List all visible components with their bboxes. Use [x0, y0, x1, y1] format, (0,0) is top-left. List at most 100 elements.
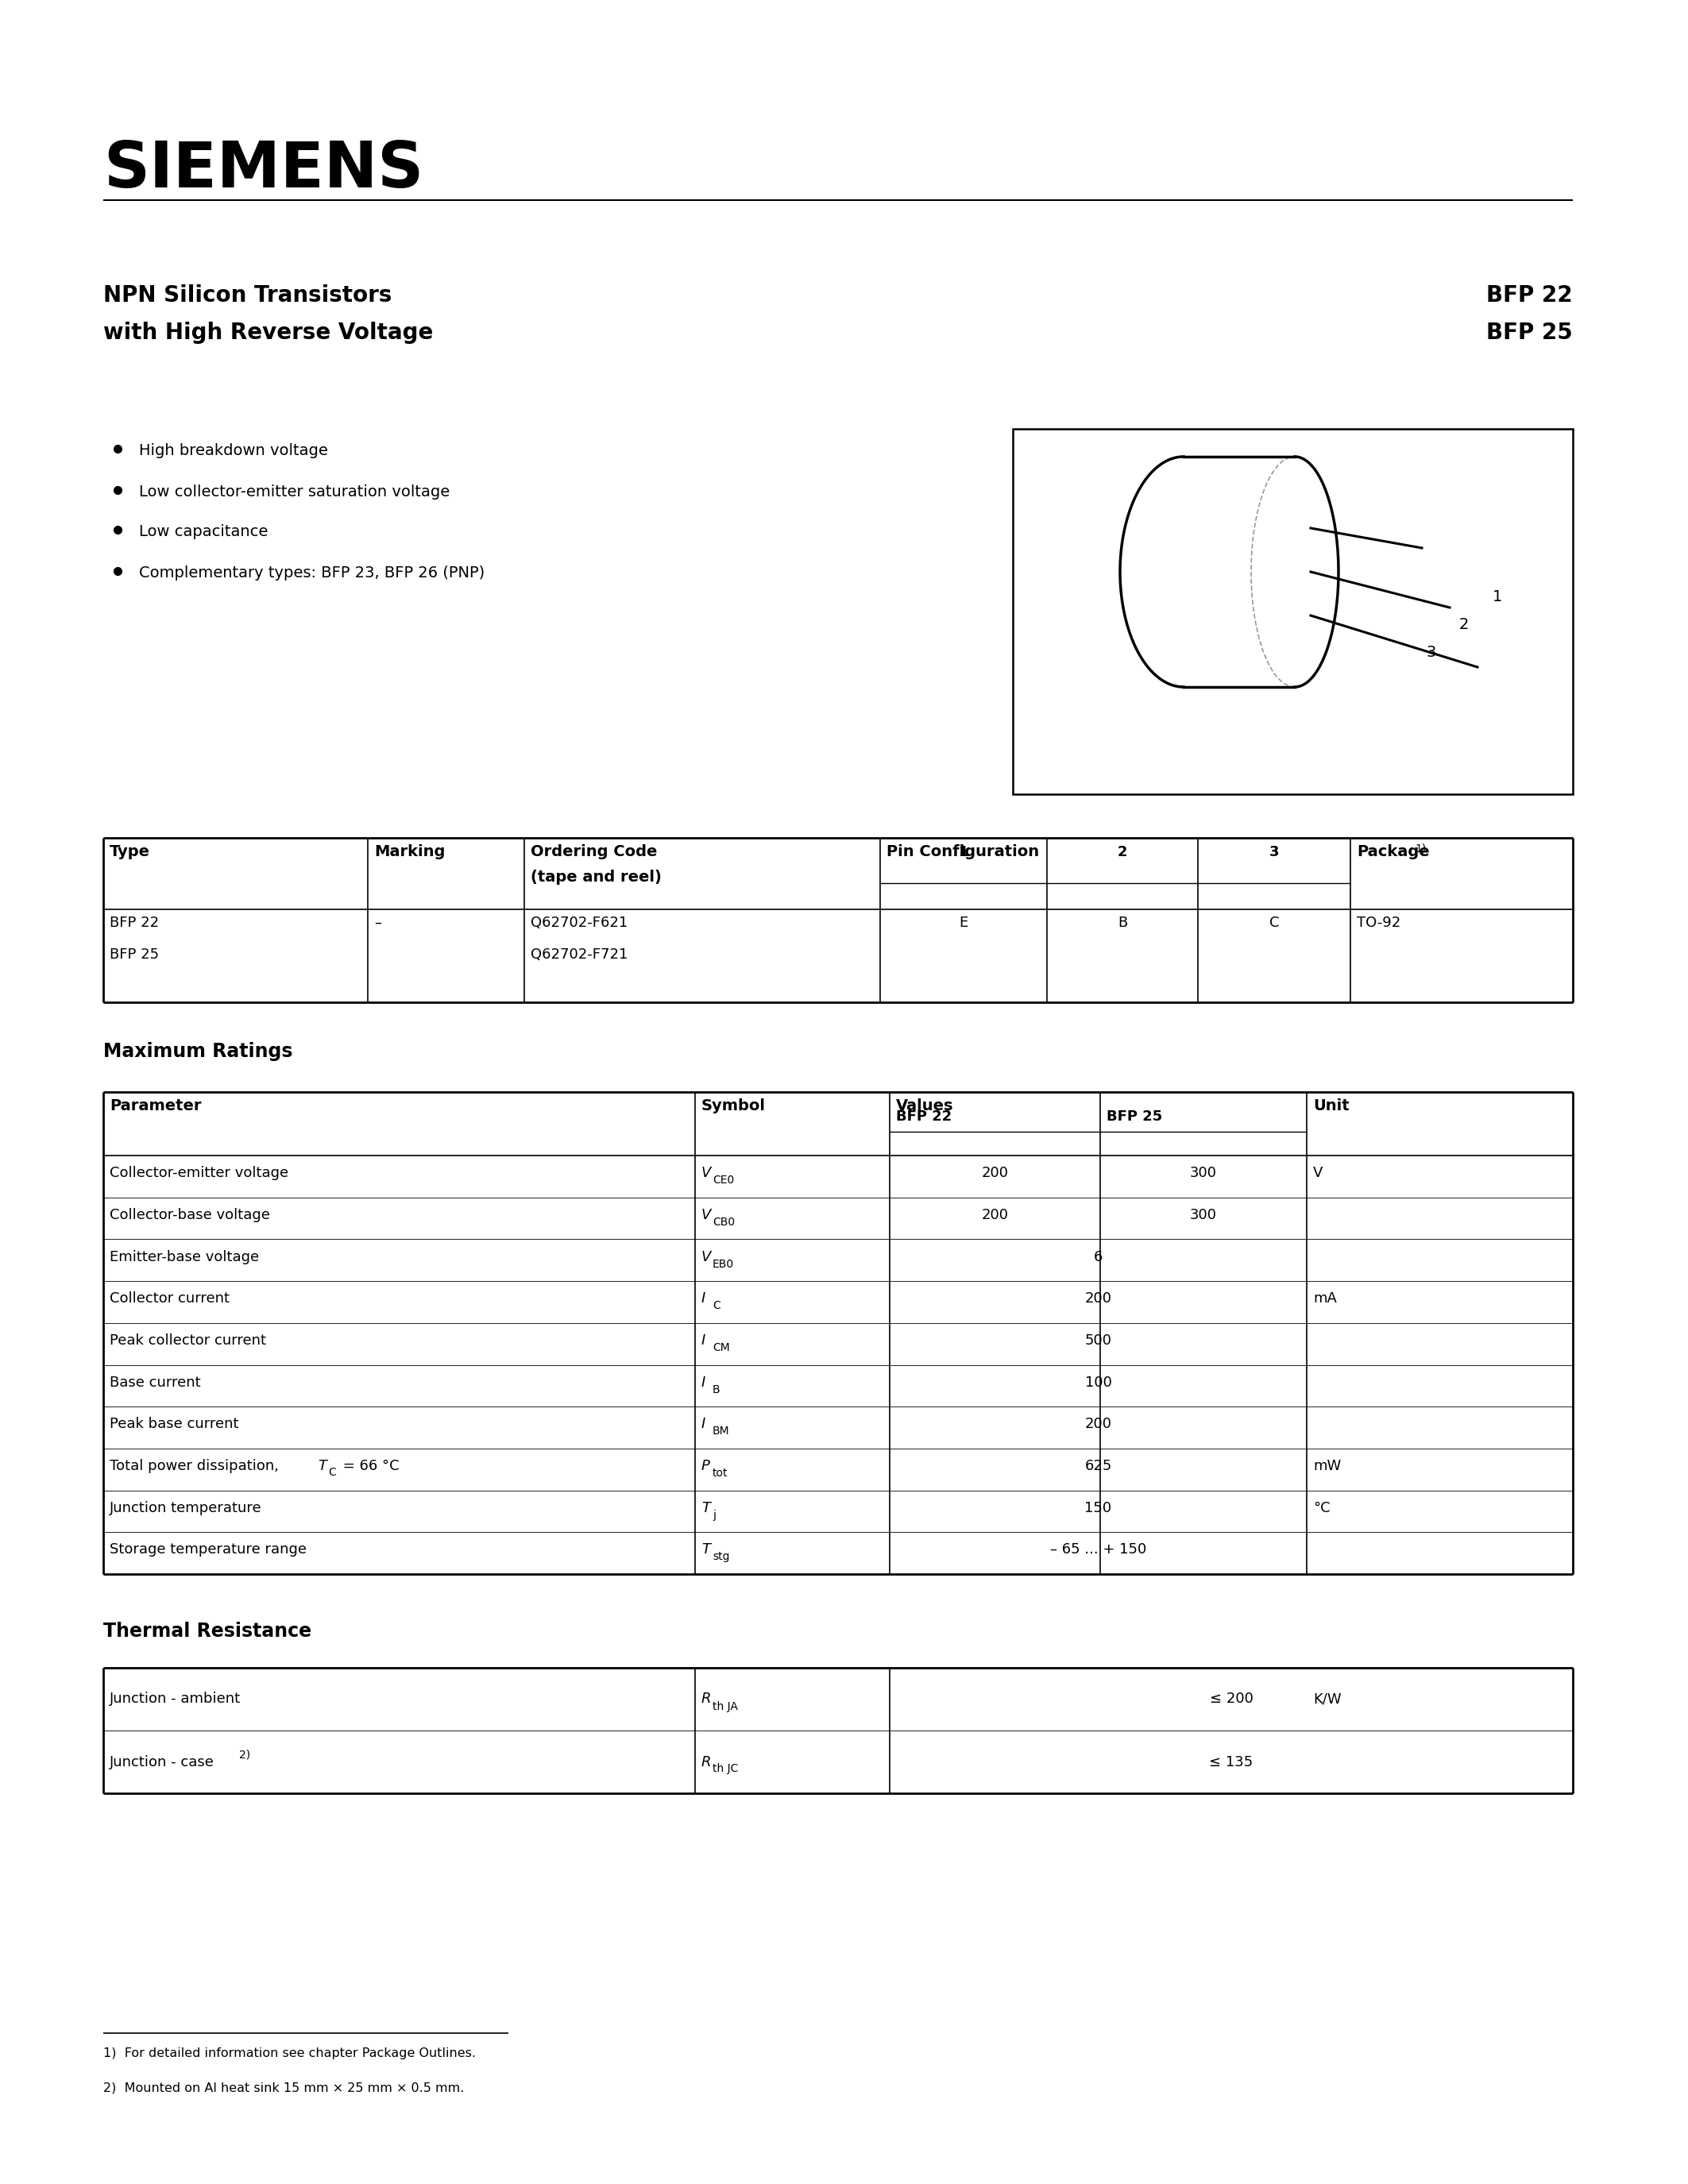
- Text: TO-92: TO-92: [1357, 915, 1401, 930]
- Text: 200: 200: [1085, 1417, 1112, 1431]
- Text: th JC: th JC: [712, 1762, 738, 1776]
- Text: B: B: [712, 1385, 721, 1396]
- Text: V: V: [702, 1208, 711, 1223]
- Text: CB0: CB0: [712, 1216, 734, 1227]
- Text: I: I: [702, 1291, 706, 1306]
- Text: R: R: [702, 1754, 711, 1769]
- Text: Collector-base voltage: Collector-base voltage: [110, 1208, 270, 1223]
- Text: SIEMENS: SIEMENS: [103, 140, 424, 201]
- Text: (tape and reel): (tape and reel): [530, 869, 662, 885]
- Text: 6: 6: [1094, 1249, 1102, 1265]
- Text: Emitter-base voltage: Emitter-base voltage: [110, 1249, 258, 1265]
- Text: Base current: Base current: [110, 1376, 201, 1389]
- Text: 200: 200: [1085, 1291, 1112, 1306]
- Text: V: V: [702, 1249, 711, 1265]
- Text: T: T: [702, 1500, 711, 1516]
- Text: = 66 °C: = 66 °C: [338, 1459, 400, 1474]
- Text: 2: 2: [1458, 618, 1469, 631]
- Text: with High Reverse Voltage: with High Reverse Voltage: [103, 321, 434, 343]
- Text: BFP 25: BFP 25: [1487, 321, 1573, 343]
- Text: CM: CM: [712, 1343, 729, 1354]
- Text: tot: tot: [712, 1468, 728, 1479]
- Text: 500: 500: [1085, 1334, 1112, 1348]
- Text: j: j: [712, 1509, 716, 1520]
- Text: 100: 100: [1085, 1376, 1112, 1389]
- Text: Total power dissipation,: Total power dissipation,: [110, 1459, 284, 1474]
- Text: Values: Values: [896, 1099, 954, 1114]
- Text: C: C: [1269, 915, 1280, 930]
- Text: BFP 22: BFP 22: [1487, 284, 1573, 306]
- Text: Unit: Unit: [1313, 1099, 1349, 1114]
- Text: 200: 200: [981, 1208, 1008, 1223]
- Text: T: T: [702, 1542, 711, 1557]
- Text: Q62702-F621: Q62702-F621: [530, 915, 628, 930]
- Text: –: –: [375, 915, 381, 930]
- Text: I: I: [702, 1334, 706, 1348]
- Text: – 65 ... + 150: – 65 ... + 150: [1050, 1542, 1146, 1557]
- Text: Complementary types: BFP 23, BFP 26 (PNP): Complementary types: BFP 23, BFP 26 (PNP…: [138, 566, 484, 581]
- Text: CE0: CE0: [712, 1175, 734, 1186]
- Bar: [1013, 428, 1573, 795]
- Text: 3: 3: [1426, 644, 1436, 660]
- Text: mA: mA: [1313, 1291, 1337, 1306]
- Text: 625: 625: [1085, 1459, 1112, 1474]
- Text: 3: 3: [1269, 845, 1280, 858]
- Text: C: C: [327, 1468, 336, 1479]
- Text: 1): 1): [1415, 843, 1426, 854]
- Text: 150: 150: [1085, 1500, 1112, 1516]
- Text: 200: 200: [981, 1166, 1008, 1179]
- Text: BFP 25: BFP 25: [1107, 1109, 1163, 1125]
- Text: Parameter: Parameter: [110, 1099, 201, 1114]
- Text: Type: Type: [110, 845, 150, 858]
- Text: 2)  Mounted on Al heat sink 15 mm × 25 mm × 0.5 mm.: 2) Mounted on Al heat sink 15 mm × 25 mm…: [103, 2081, 464, 2094]
- Text: E: E: [959, 915, 967, 930]
- Text: 1: 1: [1492, 590, 1502, 605]
- Text: Pin Configuration: Pin Configuration: [886, 845, 1040, 858]
- Text: Collector-emitter voltage: Collector-emitter voltage: [110, 1166, 289, 1179]
- Text: Collector current: Collector current: [110, 1291, 230, 1306]
- Text: B: B: [1117, 915, 1128, 930]
- Text: T: T: [317, 1459, 326, 1474]
- Text: mW: mW: [1313, 1459, 1340, 1474]
- Text: stg: stg: [712, 1551, 729, 1562]
- Text: Peak base current: Peak base current: [110, 1417, 238, 1431]
- Text: Junction - case: Junction - case: [110, 1754, 214, 1769]
- Text: NPN Silicon Transistors: NPN Silicon Transistors: [103, 284, 392, 306]
- Text: Ordering Code: Ordering Code: [530, 845, 657, 858]
- Text: Thermal Resistance: Thermal Resistance: [103, 1623, 312, 1640]
- Text: High breakdown voltage: High breakdown voltage: [138, 443, 327, 459]
- Text: ≤ 200: ≤ 200: [1209, 1693, 1252, 1706]
- Text: Q62702-F721: Q62702-F721: [530, 948, 628, 961]
- Text: 1: 1: [959, 845, 969, 858]
- Text: 300: 300: [1190, 1208, 1217, 1223]
- Text: V: V: [1313, 1166, 1323, 1179]
- Text: Maximum Ratings: Maximum Ratings: [103, 1042, 292, 1061]
- Text: BFP 22: BFP 22: [110, 915, 159, 930]
- Text: K/W: K/W: [1313, 1693, 1342, 1706]
- Text: 1)  For detailed information see chapter Package Outlines.: 1) For detailed information see chapter …: [103, 2046, 476, 2060]
- Text: Symbol: Symbol: [702, 1099, 766, 1114]
- Text: Peak collector current: Peak collector current: [110, 1334, 267, 1348]
- Text: I: I: [702, 1417, 706, 1431]
- Text: th JA: th JA: [712, 1701, 738, 1712]
- Text: EB0: EB0: [712, 1258, 734, 1269]
- Text: V: V: [702, 1166, 711, 1179]
- Text: R: R: [702, 1693, 711, 1706]
- Text: C: C: [712, 1299, 721, 1310]
- Text: ≤ 135: ≤ 135: [1209, 1754, 1252, 1769]
- Text: I: I: [702, 1376, 706, 1389]
- Text: Low collector-emitter saturation voltage: Low collector-emitter saturation voltage: [138, 485, 449, 500]
- Text: Low capacitance: Low capacitance: [138, 524, 268, 539]
- Text: Marking: Marking: [375, 845, 446, 858]
- Text: 2: 2: [1117, 845, 1128, 858]
- Text: Junction temperature: Junction temperature: [110, 1500, 262, 1516]
- Text: Storage temperature range: Storage temperature range: [110, 1542, 307, 1557]
- Text: Package: Package: [1357, 845, 1430, 858]
- Text: BFP 22: BFP 22: [896, 1109, 952, 1125]
- Text: BFP 25: BFP 25: [110, 948, 159, 961]
- Text: BM: BM: [712, 1426, 729, 1437]
- Text: °C: °C: [1313, 1500, 1330, 1516]
- Text: 2): 2): [240, 1749, 250, 1760]
- Text: P: P: [702, 1459, 711, 1474]
- Text: 300: 300: [1190, 1166, 1217, 1179]
